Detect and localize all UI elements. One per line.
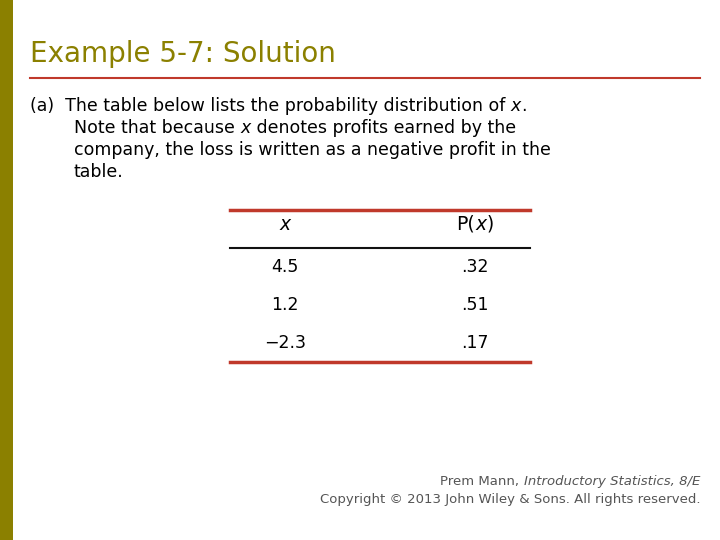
- Text: x: x: [279, 215, 291, 234]
- Text: .: .: [521, 97, 526, 115]
- Text: P(: P(: [456, 215, 475, 234]
- Text: Note that because: Note that because: [74, 119, 240, 137]
- Text: Example 5-7: Solution: Example 5-7: Solution: [30, 40, 336, 68]
- Text: −2.3: −2.3: [264, 334, 306, 352]
- Text: ): ): [486, 215, 494, 234]
- Text: 1.2: 1.2: [271, 296, 299, 314]
- Text: x: x: [475, 215, 486, 234]
- Text: .51: .51: [462, 296, 489, 314]
- Text: x: x: [240, 119, 251, 137]
- Bar: [0, 0, 13, 540]
- Text: .17: .17: [462, 334, 489, 352]
- Text: company, the loss is written as a negative profit in the: company, the loss is written as a negati…: [74, 141, 551, 159]
- Text: Introductory Statistics, 8/E: Introductory Statistics, 8/E: [523, 475, 700, 488]
- Text: Prem Mann,: Prem Mann,: [441, 475, 523, 488]
- Text: .32: .32: [462, 258, 489, 276]
- Text: table.: table.: [74, 163, 124, 181]
- Text: Copyright © 2013 John Wiley & Sons. All rights reserved.: Copyright © 2013 John Wiley & Sons. All …: [320, 493, 700, 506]
- Text: x: x: [511, 97, 521, 115]
- Text: (a)  The table below lists the probability distribution of: (a) The table below lists the probabilit…: [30, 97, 511, 115]
- Text: denotes profits earned by the: denotes profits earned by the: [251, 119, 516, 137]
- Text: 4.5: 4.5: [271, 258, 299, 276]
